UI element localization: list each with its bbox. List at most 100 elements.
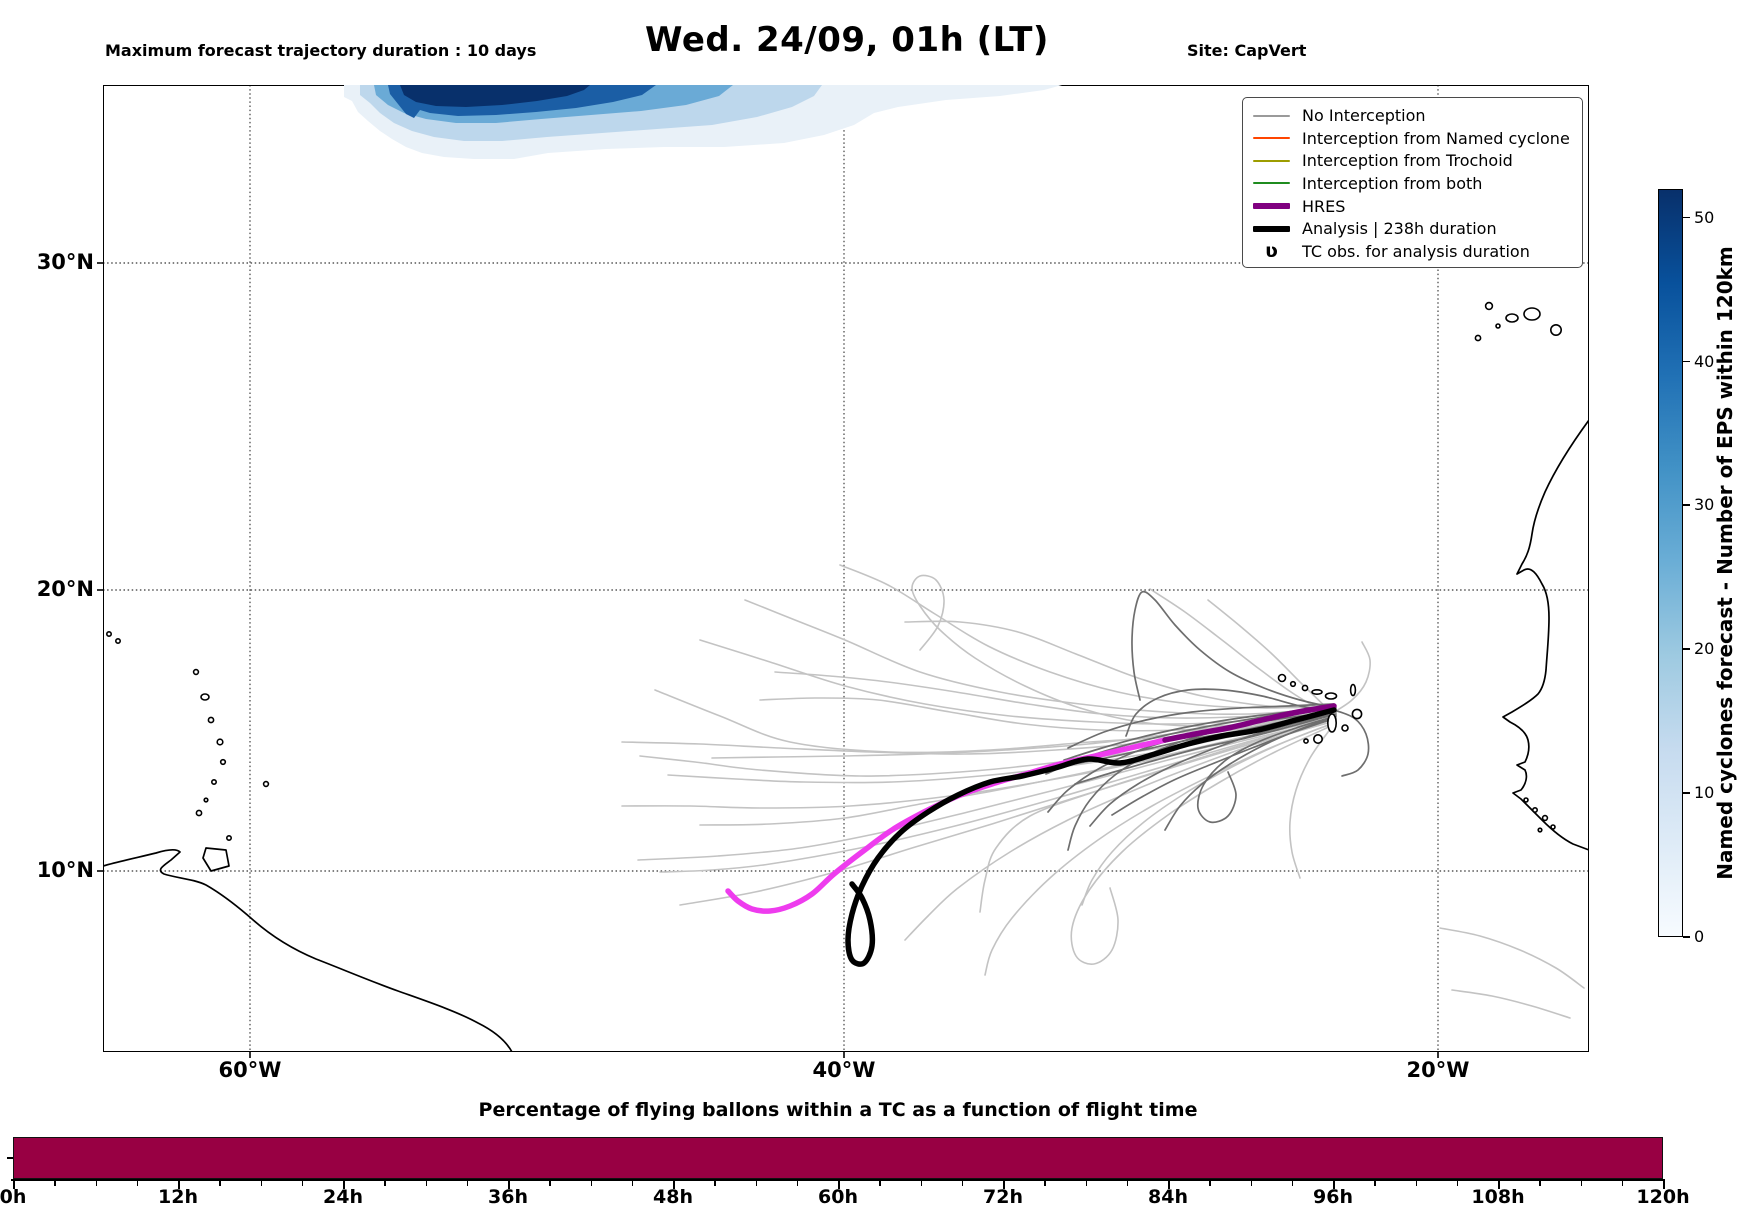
site-text: Site: CapVert — [1187, 41, 1307, 60]
time-axis-minor-tick — [1126, 1181, 1129, 1186]
bottom-chart-axis — [11, 1179, 1665, 1181]
legend-line — [1253, 137, 1290, 140]
time-axis-minor-tick — [714, 1181, 716, 1186]
tc-obs-icon: ʋ — [1253, 242, 1290, 261]
colorbar-tick — [1683, 936, 1690, 938]
bottom-chart-ytick — [7, 1157, 13, 1159]
time-axis-minor-tick — [384, 1181, 386, 1186]
time-axis-major-tick — [673, 1181, 675, 1189]
time-axis-minor-tick — [1044, 1181, 1046, 1186]
island — [203, 797, 209, 803]
time-axis-minor-tick — [1456, 1181, 1459, 1186]
time-axis-label: 72h — [983, 1186, 1023, 1208]
eps-trajectory-no-interception — [1149, 588, 1332, 717]
island — [226, 834, 233, 841]
lat-label: 30°N — [36, 250, 94, 274]
eps-colorbar — [1658, 189, 1683, 937]
time-axis-major-tick — [1663, 1181, 1665, 1189]
time-axis-major-tick — [508, 1181, 510, 1189]
time-axis-label: 120h — [1636, 1186, 1690, 1208]
legend-entry: Analysis | 238h duration — [1253, 218, 1572, 239]
island — [216, 738, 224, 746]
island — [262, 780, 270, 788]
island — [1303, 738, 1309, 744]
island — [1341, 724, 1349, 732]
island — [195, 809, 203, 817]
island — [1541, 814, 1549, 822]
eps-trajectory-no-interception — [979, 719, 1332, 913]
eps-trajectory-no-interception — [1081, 723, 1332, 906]
legend-line — [1253, 203, 1290, 210]
legend-line-icon — [1253, 225, 1290, 232]
eps-trajectory-no-interception — [699, 717, 1332, 826]
time-axis-minor-tick — [1374, 1181, 1376, 1186]
eps-trajectory-no-interception — [744, 599, 1332, 716]
legend-line — [1253, 225, 1290, 232]
colorbar-tick — [1683, 216, 1690, 219]
eps-trajectory-dense — [1196, 715, 1337, 824]
time-axis-minor-tick — [1539, 1181, 1541, 1186]
legend-line — [1253, 114, 1290, 117]
colorbar-tick-label: 10 — [1694, 783, 1715, 803]
time-axis-minor-tick — [1291, 1181, 1294, 1186]
time-axis-minor-tick — [1621, 1181, 1624, 1186]
coastline — [103, 848, 513, 1052]
legend-line-icon — [1253, 203, 1290, 210]
eps-trajectory-dense — [1067, 703, 1335, 749]
island — [1523, 307, 1541, 321]
time-axis-minor-tick — [260, 1181, 263, 1186]
bottom-chart-title: Percentage of flying ballons within a TC… — [478, 1099, 1198, 1121]
island — [1532, 806, 1539, 813]
time-axis-minor-tick — [879, 1181, 881, 1186]
island — [1495, 323, 1501, 329]
eps-trajectory-no-interception — [1288, 727, 1332, 879]
legend-entry: Interception from both — [1253, 173, 1572, 194]
legend-label: Analysis | 238h duration — [1302, 219, 1497, 239]
legend-label: HRES — [1302, 196, 1346, 216]
time-axis-minor-tick — [1250, 1181, 1253, 1186]
legend-entry: HRES — [1253, 196, 1572, 217]
tc-percentage-bar — [13, 1137, 1663, 1179]
max-duration-text: Maximum forecast trajectory duration : 1… — [105, 41, 537, 60]
legend-line-icon — [1253, 114, 1290, 117]
time-axis-minor-tick — [425, 1181, 428, 1186]
cyclone-probability-field — [400, 85, 590, 107]
lat-label: 10°N — [36, 858, 94, 882]
hres-track-purple — [1162, 703, 1337, 743]
coastline — [1502, 419, 1589, 851]
island — [1301, 684, 1309, 692]
colorbar-tick — [1683, 504, 1690, 507]
time-axis-minor-tick — [1085, 1181, 1088, 1186]
legend-line-icon — [1253, 137, 1290, 140]
map-content — [103, 85, 1589, 1052]
eps-trajectory-no-interception — [1330, 641, 1371, 715]
time-axis-minor-tick — [136, 1181, 139, 1186]
island — [1523, 797, 1529, 803]
colorbar-axis-label-text: Named cyclones forecast - Number of EPS … — [1713, 246, 1738, 880]
analysis-track — [845, 707, 1337, 967]
legend-entry: No Interception — [1253, 105, 1572, 126]
colorbar-tick-label: 40 — [1694, 351, 1715, 371]
time-axis-major-tick — [1498, 1181, 1500, 1189]
coastline — [202, 847, 230, 872]
island — [1324, 692, 1338, 700]
lat-label: 20°N — [36, 577, 94, 601]
legend-label: TC obs. for analysis duration — [1302, 241, 1530, 261]
eps-trajectory-dense — [1164, 715, 1337, 831]
island — [1484, 301, 1494, 311]
time-axis-major-tick — [13, 1181, 15, 1189]
island — [207, 716, 215, 724]
time-axis-minor-tick — [301, 1181, 304, 1186]
lon-label: 60°W — [218, 1058, 282, 1082]
eps-trajectory-no-interception — [1451, 989, 1571, 1019]
island — [219, 758, 227, 766]
eps-trajectory-dense — [1125, 688, 1337, 737]
island — [1327, 713, 1338, 733]
time-axis-minor-tick — [1415, 1181, 1418, 1186]
legend-label: Interception from Trochoid — [1302, 151, 1513, 171]
colorbar-tick — [1683, 792, 1690, 794]
map-legend: No Interception Interception from Named c… — [1242, 97, 1583, 268]
island — [1349, 683, 1357, 697]
